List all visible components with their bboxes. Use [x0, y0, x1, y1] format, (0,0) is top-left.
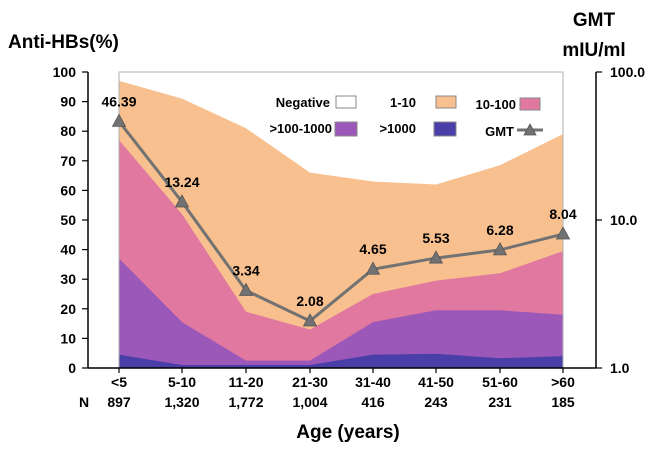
y-axis-title: Anti-HBs(%) — [8, 32, 119, 53]
area-outline — [118, 71, 564, 368]
chart-text: Anti-HBs(%) GMT mIU/ml Age (years) N — [8, 10, 626, 443]
area-100-1000 — [119, 258, 563, 368]
n-value: 185 — [551, 394, 575, 410]
gmt-marker — [238, 282, 254, 296]
n-value: 1,004 — [292, 394, 327, 410]
legend-label: 10-100 — [476, 97, 516, 112]
gmt-marker — [302, 313, 318, 327]
gmt-line-group: 46.39 13.24 3.34 2.08 4.65 5.53 6.28 8.04 — [101, 93, 577, 327]
n-row-label: N — [79, 394, 89, 410]
y2-axis-title-line2: mIU/ml — [562, 40, 625, 61]
y-tick-label: 100 — [53, 64, 77, 80]
y-tick-label: 20 — [60, 301, 76, 317]
legend-marker — [523, 123, 537, 136]
y-tick-label: 80 — [60, 123, 76, 139]
y-tick-label: 0 — [68, 360, 76, 376]
x-tick-label: >60 — [551, 374, 575, 390]
x-tick-label: 5-10 — [168, 374, 196, 390]
y-tick-label: 30 — [60, 271, 76, 287]
y-tick-label: 90 — [60, 94, 76, 110]
legend-swatch — [519, 97, 541, 111]
legend-label: 1-10 — [390, 95, 416, 110]
x-tick-label: 41-50 — [418, 374, 454, 390]
stacked-areas — [118, 71, 564, 368]
n-value: 416 — [361, 394, 385, 410]
gmt-data-label: 6.28 — [486, 222, 513, 238]
y-tick-label: 10 — [60, 330, 76, 346]
gmt-data-label: 3.34 — [232, 262, 259, 278]
n-value: 1,772 — [228, 394, 263, 410]
y2-tick-label: 1.0 — [610, 360, 630, 376]
y-tick-label: 50 — [60, 212, 76, 228]
n-value: 231 — [488, 394, 512, 410]
x-tick-label: 51-60 — [482, 374, 518, 390]
gmt-line — [117, 120, 564, 323]
gmt-data-label: 4.65 — [359, 241, 386, 257]
legend-label: GMT — [485, 124, 514, 139]
legend-swatch — [335, 95, 357, 109]
n-value: 897 — [107, 394, 131, 410]
x-tick-label: 11-20 — [228, 374, 263, 390]
y2-tick-label: 100.0 — [610, 64, 645, 80]
n-value: 1,320 — [164, 394, 199, 410]
gmt-marker — [555, 226, 571, 240]
gmt-data-label: 8.04 — [549, 206, 576, 222]
gmt-marker — [492, 242, 508, 256]
gmt-marker — [111, 113, 127, 127]
y-tick-label: 60 — [60, 182, 76, 198]
gmt-marker — [428, 250, 444, 264]
y2-tick-label: 10.0 — [610, 212, 637, 228]
legend-swatch — [334, 121, 358, 137]
gmt-marker — [365, 261, 381, 275]
gmt-data-label: 46.39 — [101, 93, 136, 109]
legend: Negative 1-10 10-100 >100-1000 >1000 GMT — [269, 95, 543, 139]
area-1000 — [119, 353, 563, 368]
x-tick-label: 31-40 — [355, 374, 391, 390]
legend-label: Negative — [276, 95, 330, 110]
legend-label: >1000 — [379, 121, 416, 136]
x-tick-label: 21-30 — [292, 374, 328, 390]
y-tick-label: 40 — [60, 242, 76, 258]
gmt-data-label: 2.08 — [296, 293, 323, 309]
legend-swatch — [433, 121, 457, 137]
gmt-data-label: 5.53 — [422, 230, 449, 246]
legend-label: >100-1000 — [269, 121, 332, 136]
y2-axis-title-line1: GMT — [573, 10, 616, 31]
y-tick-label: 70 — [60, 153, 76, 169]
legend-swatch — [435, 95, 457, 109]
n-value: 243 — [424, 394, 448, 410]
x-axis-title: Age (years) — [296, 422, 400, 443]
axes: 0 10 20 30 40 50 60 70 80 90 100 1.0 10.0 100.0 <5 897 5… — [53, 64, 646, 410]
x-tick-label: <5 — [111, 374, 127, 390]
gmt-data-label: 13.24 — [164, 174, 199, 190]
gmt-marker — [174, 194, 190, 208]
